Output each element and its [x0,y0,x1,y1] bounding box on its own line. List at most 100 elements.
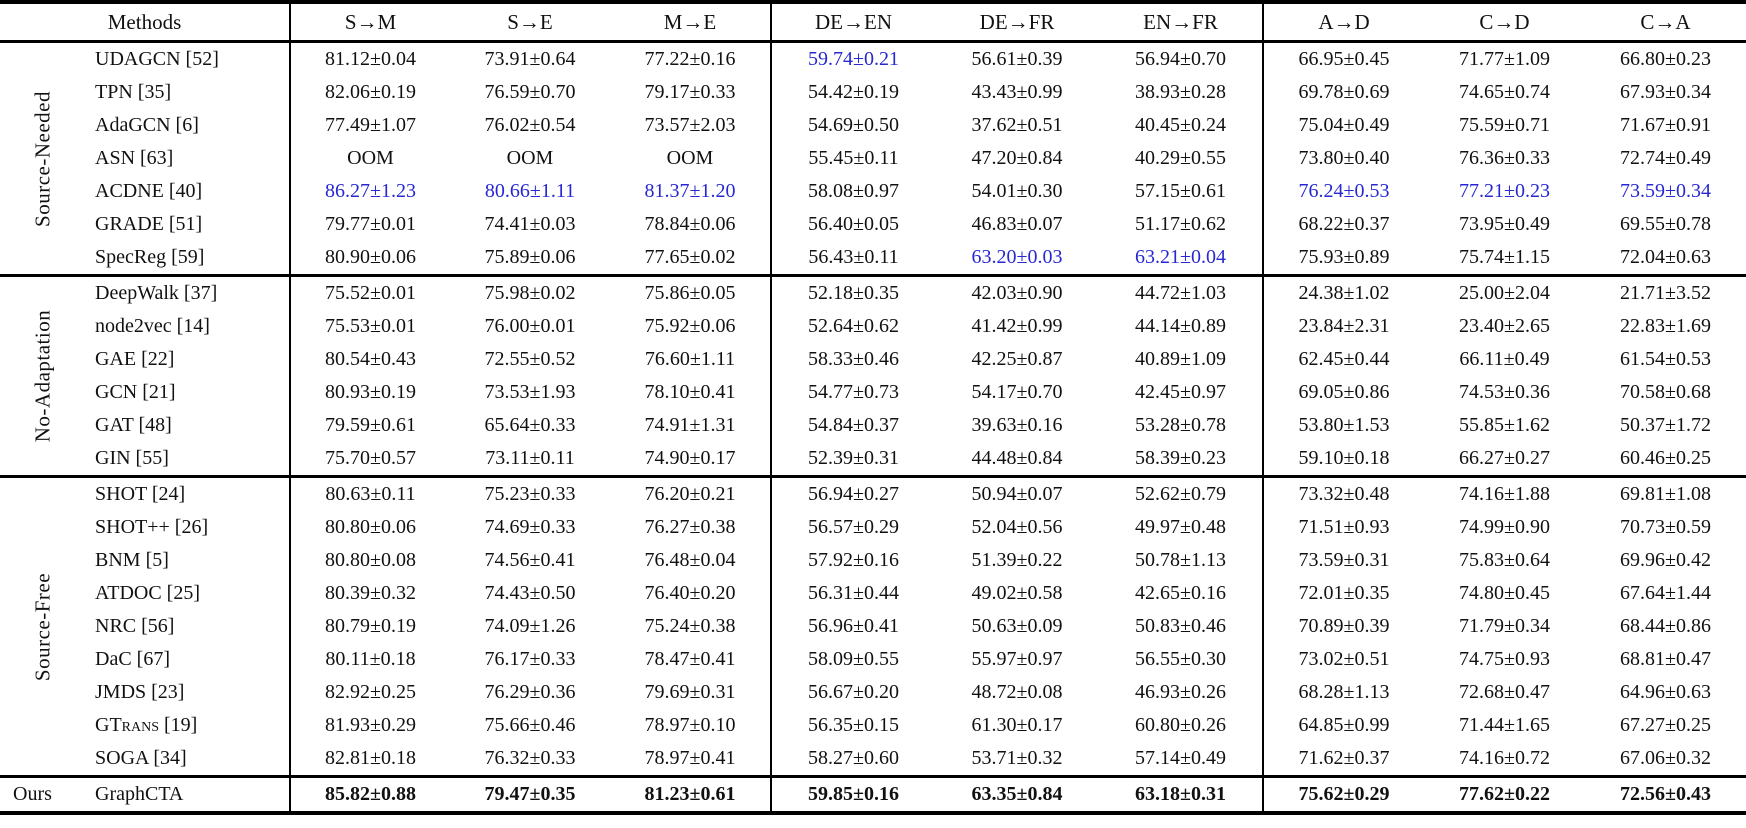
group-label-text: Source-Needed [30,90,54,227]
result-cell: 70.58±0.68 [1620,381,1711,403]
result-cell: 55.45±0.11 [770,142,935,175]
result-cell: 79.69±0.31 [644,681,736,703]
column-header-de-en: DE→EN [770,2,935,43]
result-cell: 42.65±0.16 [1135,582,1226,604]
result-cell: 73.53±1.93 [484,381,576,403]
result-cell: 66.80±0.23 [1620,48,1711,70]
result-cell: 63.21±0.04 [1135,246,1226,268]
result-cell: 43.43±0.99 [971,81,1063,103]
result-cell: 42.25±0.87 [971,348,1063,370]
result-cell: 75.74±1.15 [1459,246,1550,268]
method-name: SpecReg [59] [95,246,205,268]
result-cell: 52.39±0.31 [770,442,935,477]
result-cell: OOM [506,147,554,169]
result-cell: 23.84±2.31 [1262,310,1424,343]
result-cell: 74.99±0.90 [1459,516,1550,538]
result-cell: 75.23±0.33 [450,475,610,511]
result-cell: 75.24±0.38 [644,615,736,637]
result-cell: 46.93±0.26 [1135,681,1226,703]
method-name: AdaGCN [6] [95,114,199,136]
result-cell: 81.23±0.61 [610,775,771,813]
result-cell: 50.63±0.09 [971,615,1063,637]
result-cell: 72.01±0.35 [1262,577,1424,610]
result-cell: 80.54±0.43 [289,343,450,376]
result-cell: 77.65±0.02 [644,246,736,268]
table-row: TPN [35] 82.06±0.19 76.59±0.70 79.17±0.33 54… [0,76,1746,109]
table-row: ACDNE [40] 86.27±1.23 80.66±1.11 81.37±1.20… [0,175,1746,208]
result-cell: 67.27±0.25 [1620,714,1711,736]
result-cell: 56.40±0.05 [770,208,935,241]
result-cell: 56.94±0.27 [770,475,935,511]
result-cell: 49.97±0.48 [1135,516,1226,538]
result-cell: 73.59±0.31 [1262,544,1424,577]
result-cell: 67.64±1.44 [1620,582,1711,604]
result-cell: 63.35±0.84 [935,775,1099,813]
result-cell: 56.61±0.39 [971,48,1063,70]
group-label-ours: Ours [0,775,85,813]
result-cell: 52.04±0.56 [971,516,1063,538]
method-name: ASN [63] [95,147,174,169]
column-header-s-m: S→M [289,2,450,43]
result-cell: 78.97±0.41 [644,747,736,769]
result-cell: 73.80±0.40 [1262,142,1424,175]
result-cell: 75.62±0.29 [1262,775,1424,813]
group-ours: Ours GraphCTA 85.82±0.88 79.47±0.35 81.23±0.… [0,775,1746,813]
method-name: GIN [55] [95,447,169,469]
result-cell: 72.56±0.43 [1585,775,1746,813]
result-cell: 75.53±0.01 [289,310,450,343]
group-label-source-free: Source-Free [0,475,85,777]
result-cell: 80.90±0.06 [289,241,450,276]
result-cell: 57.15±0.61 [1135,180,1226,202]
result-cell: 56.43±0.11 [770,241,935,276]
table-row: DaC [67] 80.11±0.18 76.17±0.33 78.47±0.41 58… [0,643,1746,676]
table-row: GAE [22] 80.54±0.43 72.55±0.52 76.60±1.11 58… [0,343,1746,376]
method-name: DaC [67] [95,648,170,670]
method-name: SHOT [24] [85,475,290,511]
result-cell: 74.53±0.36 [1459,381,1550,403]
method-name: SOGA [34] [95,747,187,769]
result-cell: 58.39±0.23 [1135,447,1226,469]
result-cell: 69.55±0.78 [1620,213,1711,235]
method-name: UDAGCN [52] [95,48,219,70]
result-cell: 75.89±0.06 [484,246,576,268]
column-header-m-e: M→E [610,2,771,43]
result-cell: 75.93±0.89 [1262,241,1424,276]
result-cell: 44.14±0.89 [1135,315,1226,337]
result-cell: 81.37±1.20 [644,180,736,202]
column-header-en-fr: EN→FR [1099,2,1263,43]
table-row: Source-Needed UDAGCN [52] 81.12±0.04 73.91±… [0,41,1746,226]
result-cell: 51.17±0.62 [1135,213,1226,235]
result-cell: 50.78±1.13 [1135,549,1226,571]
result-cell: 78.47±0.41 [644,648,736,670]
result-cell: 57.14±0.49 [1135,747,1226,769]
result-cell: 56.55±0.30 [1135,648,1226,670]
result-cell: 72.04±0.63 [1620,246,1711,268]
result-cell: 69.05±0.86 [1262,376,1424,409]
method-name: BNM [5] [95,549,169,571]
result-cell: 41.42±0.99 [971,315,1063,337]
result-cell: 75.98±0.02 [450,274,610,310]
group-source-free: Source-Free SHOT [24] 80.63±0.11 75.23±0.33… [0,475,1746,777]
result-cell: 73.95±0.49 [1459,213,1550,235]
result-cell: 80.63±0.11 [289,475,450,511]
result-cell: 58.33±0.46 [770,343,935,376]
result-cell: 56.57±0.29 [770,511,935,544]
header-row: Methods S→M S→E M→E DE→EN DE→FR EN→FR A→… [0,2,1746,43]
result-cell: 61.30±0.17 [971,714,1063,736]
result-cell: 49.02±0.58 [971,582,1063,604]
result-cell: 60.46±0.25 [1620,447,1711,469]
method-name: node2vec [14] [95,315,210,337]
group-label-source-needed: Source-Needed [0,42,85,276]
result-cell: 54.01±0.30 [971,180,1063,202]
result-cell: 53.28±0.78 [1135,414,1226,436]
group-label-text: Source-Free [30,572,54,681]
result-cell: 82.06±0.19 [289,76,450,109]
result-cell: 50.94±0.07 [935,475,1099,511]
result-cell: 55.85±1.62 [1459,414,1550,436]
result-cell: 22.83±1.69 [1620,315,1711,337]
method-name: GCN [21] [95,381,176,403]
result-cell: 38.93±0.28 [1135,81,1226,103]
result-cell: 82.92±0.25 [289,676,450,709]
result-cell: 58.27±0.60 [770,742,935,777]
result-cell: 76.36±0.33 [1459,147,1550,169]
